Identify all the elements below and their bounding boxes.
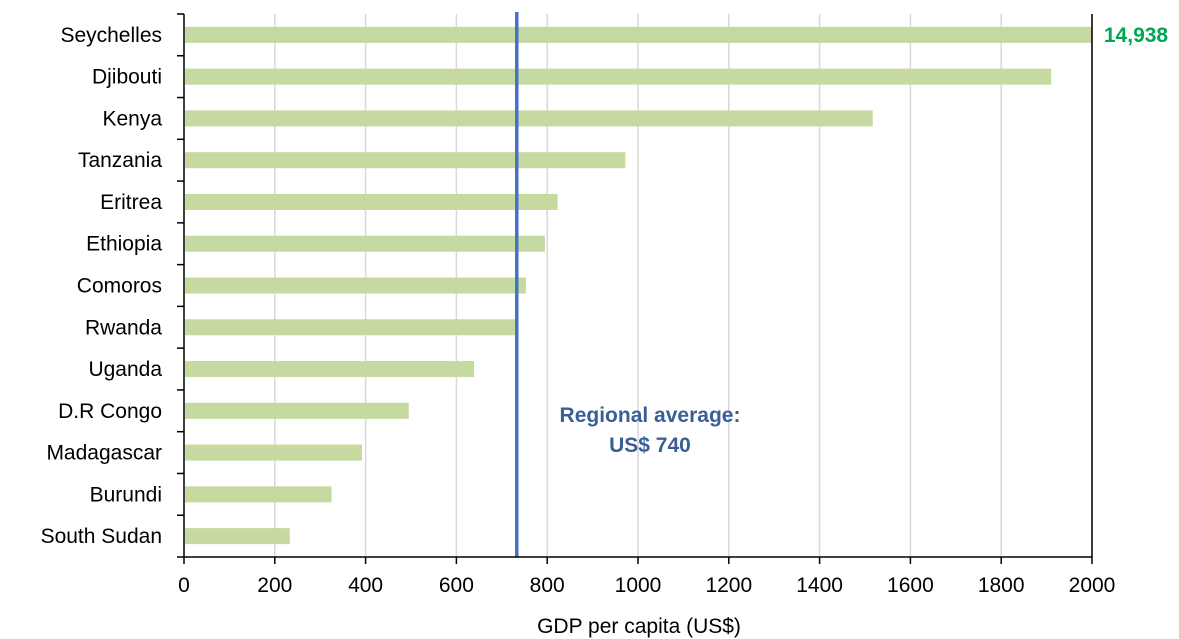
bar-south-sudan [185,528,290,545]
regional-average-value: US$ 740 [609,434,691,457]
x-tick-label: 2000 [1069,574,1116,597]
bar-d-r-congo [185,402,409,419]
bar-comoros [185,277,526,294]
regional-average-label: Regional average: [560,404,741,427]
bar-madagascar [185,444,362,461]
category-label: Seychelles [60,24,162,47]
x-tick-labels: 0 200 400 600 800 1000 1200 1400 1600 1800 2000 [178,574,1115,597]
category-label: Djibouti [92,66,162,89]
x-tick-label: 1200 [705,574,752,597]
x-tick-label: 800 [530,574,565,597]
bar-seychelles [185,26,1092,43]
bars [185,26,1092,545]
category-label: Eritrea [100,191,162,214]
category-label: Kenya [102,107,162,130]
category-label: South Sudan [41,525,162,548]
category-label: Ethiopia [86,233,162,256]
x-tick-label: 1600 [887,574,934,597]
category-labels: Seychelles Djibouti Kenya Tanzania Eritrea Et… [41,24,163,548]
bar-rwanda [185,319,516,336]
category-label: Uganda [88,358,162,381]
x-tick-label: 0 [178,574,190,597]
x-tick-label: 1000 [615,574,662,597]
x-axis-title: GDP per capita (US$) [537,615,741,638]
bar-ethiopia [185,235,545,252]
x-tick-label: 600 [439,574,474,597]
x-tick-label: 200 [257,574,292,597]
bar-burundi [185,486,332,503]
category-label: D.R Congo [58,400,162,423]
axes [177,13,1093,564]
category-label: Rwanda [85,316,162,339]
bar-kenya [185,110,873,127]
x-tick-label: 400 [348,574,383,597]
bar-uganda [185,361,475,378]
bar-tanzania [185,152,626,169]
x-tick-label: 1800 [978,574,1025,597]
bar-djibouti [185,68,1052,85]
bar-eritrea [185,193,558,210]
seychelles-value-label: 14,938 [1104,24,1169,47]
category-label: Madagascar [46,442,162,465]
category-label: Tanzania [78,149,162,172]
category-label: Burundi [90,483,162,506]
category-label: Comoros [77,275,162,298]
x-tick-label: 1400 [796,574,843,597]
